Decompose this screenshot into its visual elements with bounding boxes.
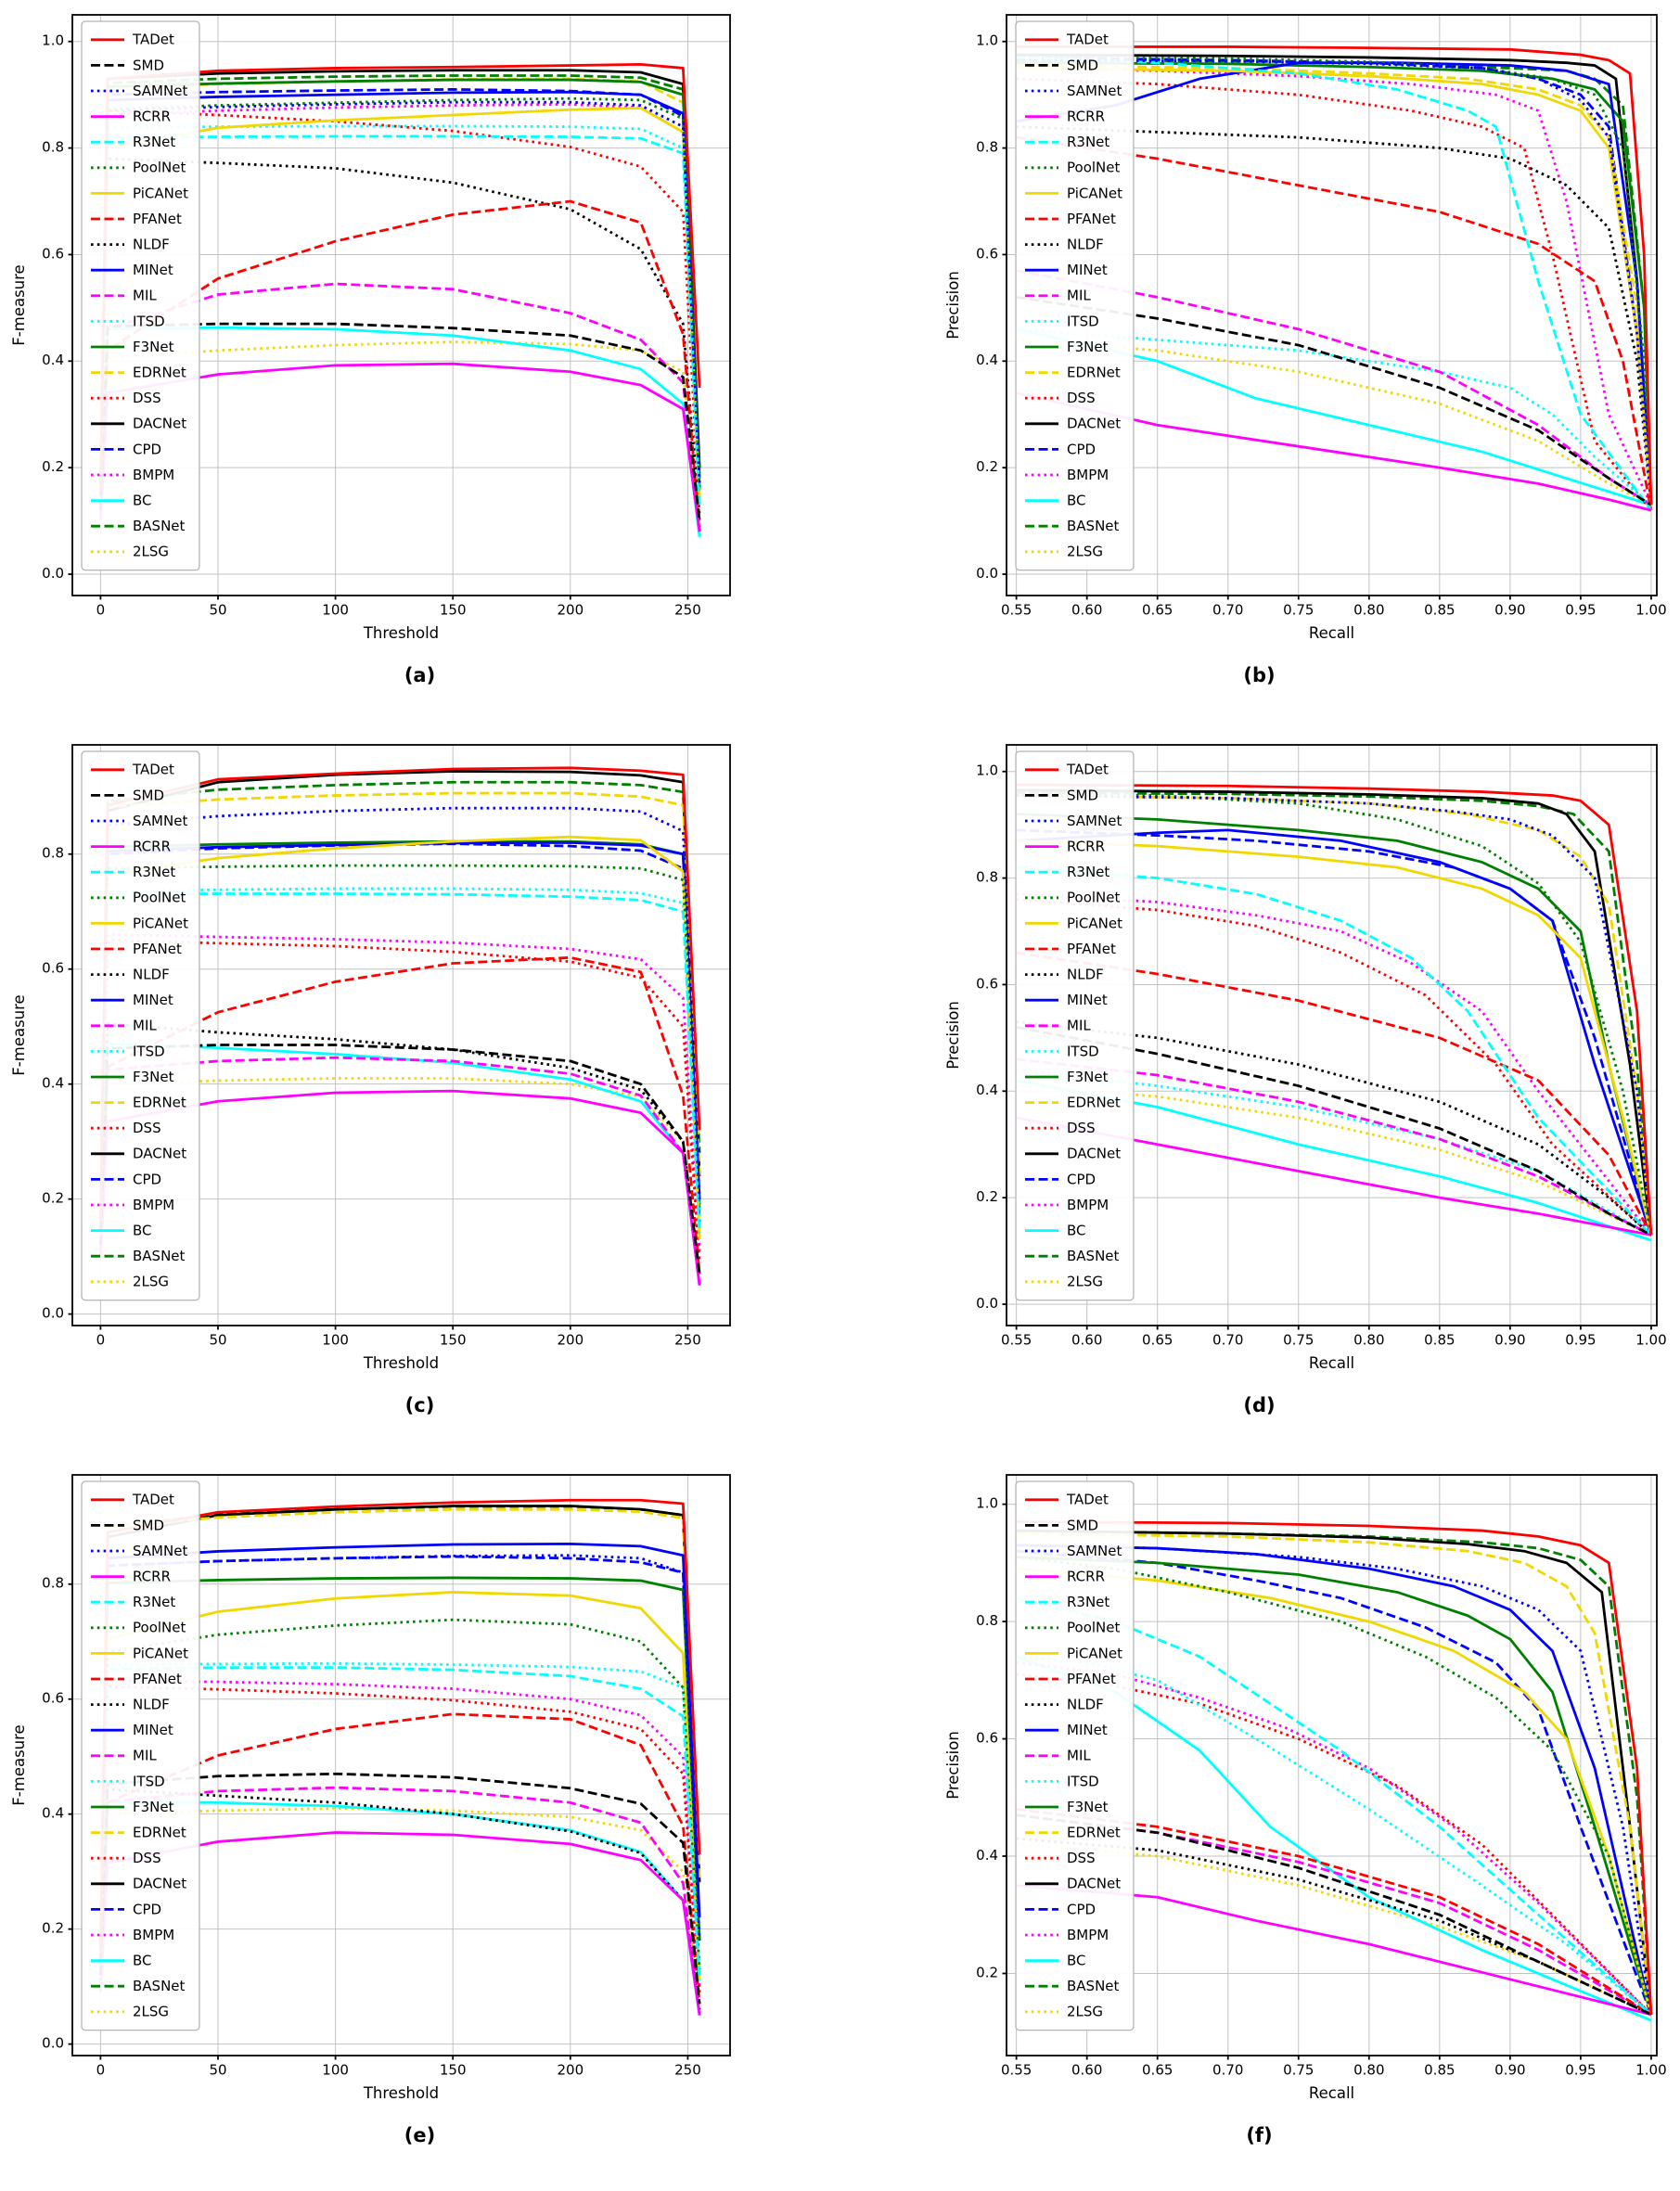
chart-b-canvas <box>840 0 1679 649</box>
chart-a-caption: (a) <box>404 664 436 686</box>
chart-f-caption: (f) <box>1246 2124 1273 2146</box>
chart-d-caption: (d) <box>1243 1394 1276 1416</box>
chart-cell-d: (d) <box>840 730 1679 1460</box>
chart-cell-f: (f) <box>840 1460 1679 2190</box>
chart-cell-e: (e) <box>0 1460 840 2190</box>
chart-cell-b: (b) <box>840 0 1679 730</box>
chart-a-canvas <box>0 0 840 649</box>
chart-c-caption: (c) <box>404 1394 435 1416</box>
chart-cell-a: (a) <box>0 0 840 730</box>
chart-e-caption: (e) <box>404 2124 436 2146</box>
chart-e-canvas <box>0 1460 840 2109</box>
chart-b-caption: (b) <box>1243 664 1276 686</box>
chart-cell-c: (c) <box>0 730 840 1460</box>
chart-d-canvas <box>840 730 1679 1379</box>
chart-c-canvas <box>0 730 840 1379</box>
chart-f-canvas <box>840 1460 1679 2109</box>
